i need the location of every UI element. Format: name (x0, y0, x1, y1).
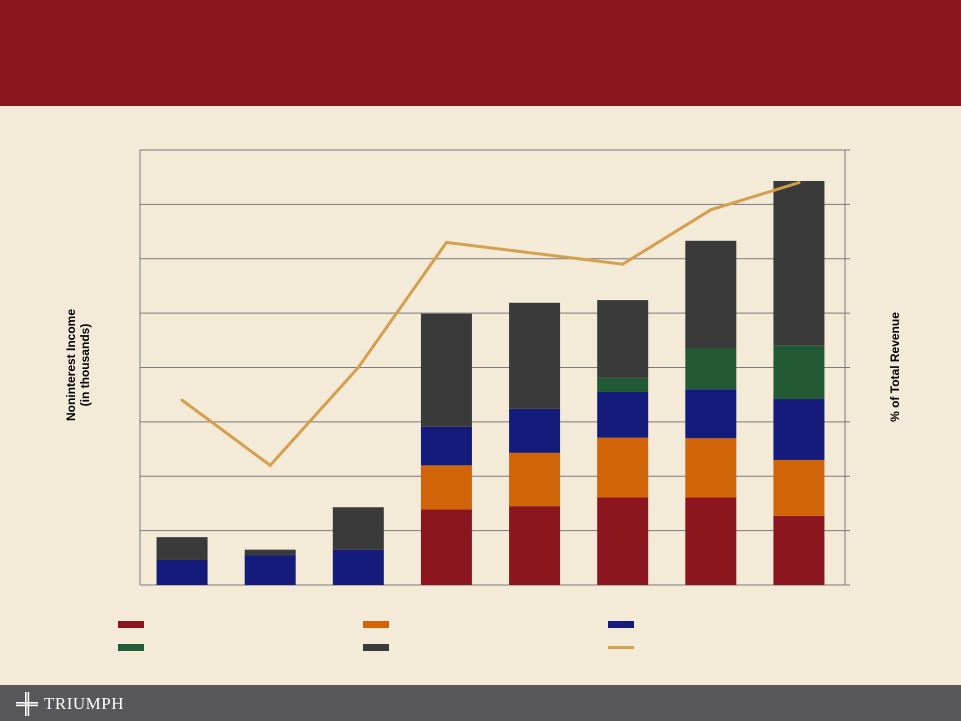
y-axis-title-left: Noninterest Income (in thousands) (64, 309, 92, 421)
footer-band (0, 685, 961, 721)
line-point (709, 208, 713, 212)
bar-segment-series-2 (420, 465, 472, 510)
bar-segment-series-3 (685, 389, 737, 439)
bar-segment-series-5 (597, 300, 649, 378)
bar-segment-series-3 (773, 399, 825, 460)
legend-item-series-5-swatch (363, 644, 389, 651)
legend-item-series-4-swatch (118, 644, 144, 651)
bar-segment-series-2 (685, 438, 737, 498)
legend-item-series-1-swatch (118, 621, 144, 628)
header-band (0, 0, 961, 106)
line-point (621, 262, 625, 266)
bar-segment-series-3 (420, 426, 472, 466)
legend-item-series-2-swatch (363, 621, 389, 628)
bar-segment-series-5 (332, 507, 384, 550)
line-point (533, 251, 537, 255)
bar-segment-series-3 (597, 391, 649, 438)
legend-item-line-swatch (608, 646, 634, 649)
bar-segment-series-3 (244, 555, 296, 585)
line-point (356, 366, 360, 369)
bar-segment-series-5 (420, 313, 472, 427)
y-axis-title-right: % of Total Revenue (888, 312, 902, 422)
bar-segment-series-3 (332, 549, 384, 585)
bar-segment-series-5 (509, 302, 561, 409)
line-point (444, 240, 448, 244)
bar-segment-series-3 (156, 559, 208, 585)
bar-segment-series-4 (685, 348, 737, 390)
line-point (180, 398, 184, 402)
legend-item-series-3-swatch (608, 621, 634, 628)
bar-segment-series-4 (773, 345, 825, 400)
bar-segment-series-5 (685, 240, 737, 349)
logo-text: TRIUMPH (44, 694, 125, 713)
bar-segment-series-5 (244, 549, 296, 556)
chart-area (139, 149, 850, 586)
bar-segment-series-2 (509, 452, 561, 507)
bar-segment-series-5 (773, 180, 825, 346)
bar-segment-series-1 (773, 515, 825, 585)
line-point (268, 463, 272, 467)
y-axis-title-line-1: Noninterest Income (64, 308, 78, 422)
line-point (797, 181, 801, 185)
y-axis-title-line-2: (in thousands) (78, 323, 92, 407)
bar-segment-series-2 (773, 459, 825, 516)
bar-segment-series-1 (685, 497, 737, 585)
bar-segment-series-3 (509, 408, 561, 453)
bar-segment-series-5 (156, 537, 208, 560)
bar-segment-series-1 (509, 506, 561, 585)
bar-segment-series-1 (420, 509, 472, 585)
bar-segment-series-4 (597, 377, 649, 392)
bar-segment-series-1 (597, 497, 649, 585)
cross-logo-icon (16, 692, 38, 716)
bar-segment-series-2 (597, 437, 649, 498)
revenue-share-line (181, 181, 800, 468)
